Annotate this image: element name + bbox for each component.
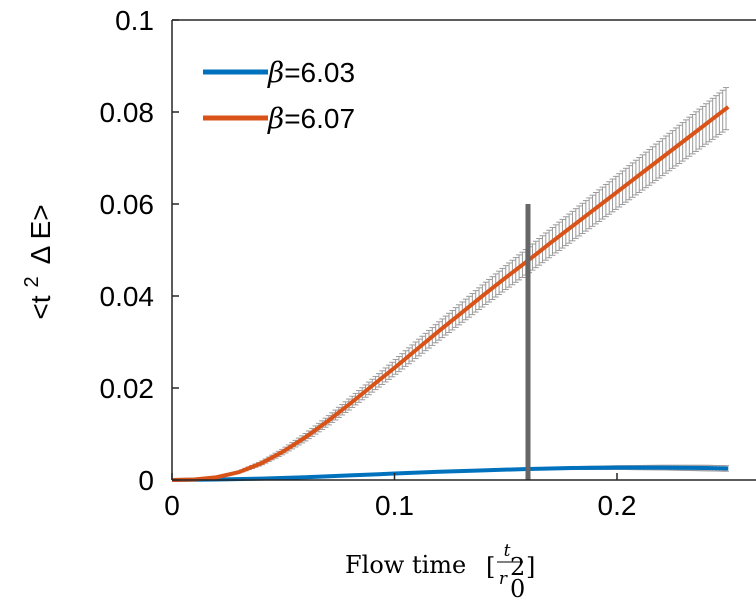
legend-label-0: β=6.03 <box>267 56 355 89</box>
axes <box>171 19 756 481</box>
x-axis-label-numerator: t <box>504 541 511 561</box>
y-tick-label: 0.04 <box>100 281 155 312</box>
series-line-1 <box>171 105 730 482</box>
y-axis-label: <t 2 Δ E> <box>21 204 56 319</box>
x-tick-label: 0.2 <box>598 490 637 521</box>
y-tick-label: 0.1 <box>115 5 154 36</box>
x-axis-label-superscript: 2 <box>510 553 525 581</box>
y-axis-label-sup: 2 <box>21 276 43 287</box>
x-axis-label-text: Flow time <box>345 551 466 579</box>
y-axis-label-post: Δ E> <box>25 204 56 264</box>
series-lines <box>171 105 730 482</box>
error-bars <box>192 87 730 480</box>
x-axis-label-denominator: r <box>499 569 508 589</box>
x-axis-label-subscript: 0 <box>510 575 525 601</box>
x-axis-label: Flow time [ t r 2 0 ] <box>345 541 535 601</box>
y-axis-label-pre: <t <box>25 295 56 319</box>
y-tick-label: 0.08 <box>100 97 155 128</box>
y-tick-label: 0.02 <box>100 373 155 404</box>
legend-label-1: β=6.07 <box>267 102 355 135</box>
x-tick-label: 0.1 <box>375 490 414 521</box>
x-axis-label-bracket-open: [ <box>486 553 495 581</box>
legend: β=6.03 β=6.07 <box>203 56 355 135</box>
y-tick-label: 0 <box>138 465 154 496</box>
x-axis-label-bracket-close: ] <box>526 553 535 581</box>
y-tick-label: 0.06 <box>100 189 155 220</box>
x-tick-label: 0 <box>164 490 180 521</box>
series-line-0 <box>171 465 729 482</box>
x-tick-labels: 0 0.1 0.2 <box>164 490 636 521</box>
y-tick-labels: 0 0.02 0.04 0.06 0.08 0.1 <box>100 5 155 496</box>
